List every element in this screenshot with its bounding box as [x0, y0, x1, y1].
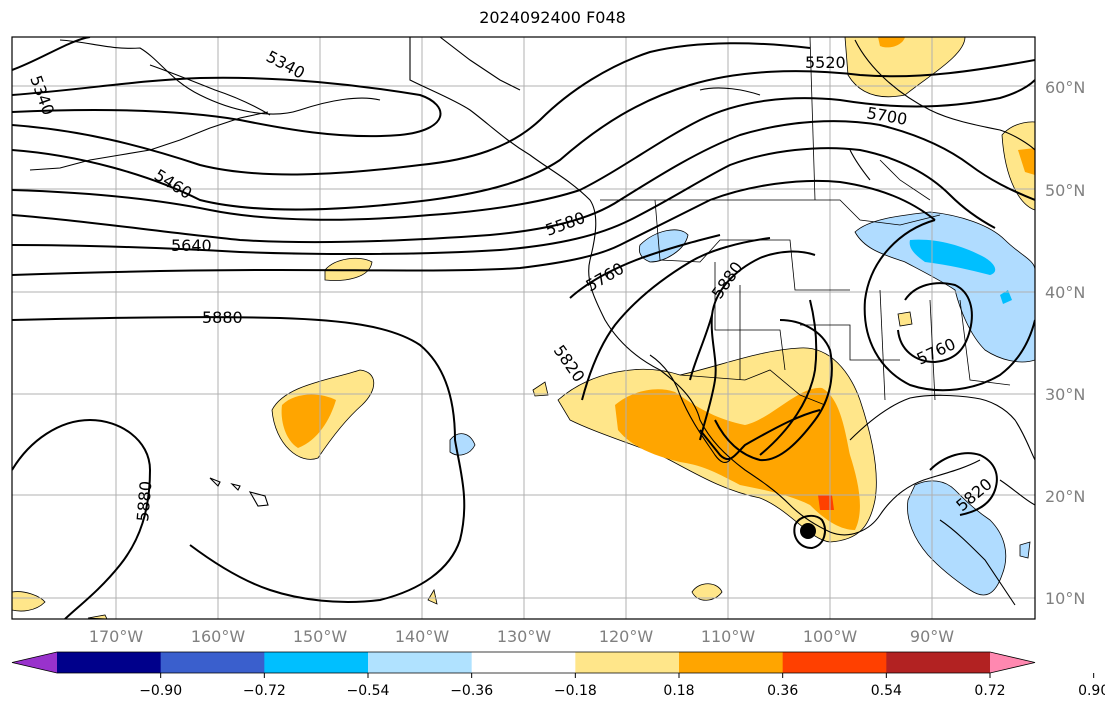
map-frame	[11, 36, 1036, 620]
lon-label: 160°W	[191, 627, 246, 646]
map-title: 2024092400 F048	[479, 8, 626, 27]
lon-label: 100°W	[803, 627, 858, 646]
colorbar-segment	[886, 652, 991, 673]
colorbar-tick-label: −0.36	[450, 683, 493, 699]
colorbar-tick-label: −0.54	[347, 683, 390, 699]
lon-label: 130°W	[497, 627, 552, 646]
colorbar-extend-low	[12, 652, 57, 673]
contour-label: 5880	[133, 480, 155, 522]
colorbar-tick-label: 0.72	[974, 683, 1005, 699]
colorbar-segment	[471, 652, 576, 673]
lat-label: 10°N	[1045, 589, 1085, 608]
height-contours	[12, 37, 1035, 619]
longitude-labels: 170°W 160°W 150°W 140°W 130°W 120°W 110°…	[89, 627, 954, 646]
anomaly-shading	[12, 37, 1035, 619]
lat-label: 30°N	[1045, 385, 1085, 404]
contour-label: 5880	[202, 308, 243, 327]
red-anomaly-spot	[818, 495, 834, 510]
lat-label: 40°N	[1045, 283, 1085, 302]
storm-center-marker	[800, 523, 816, 539]
colorbar-tick-label: 0.90	[1078, 683, 1105, 699]
contour-label: 5640	[171, 236, 212, 255]
lat-label: 60°N	[1045, 78, 1085, 97]
lon-label: 150°W	[293, 627, 348, 646]
colorbar-segment	[160, 652, 265, 673]
negative-anomaly-region	[854, 211, 1035, 363]
lat-label: 20°N	[1045, 487, 1085, 506]
lon-label: 140°W	[395, 627, 450, 646]
colorbar-tick-label: 0.36	[767, 683, 798, 699]
colorbar-extend-high	[990, 652, 1035, 673]
colorbar-segment	[782, 652, 887, 673]
colorbar-tick-label: 0.18	[663, 683, 694, 699]
colorbar-tick-label: −0.72	[243, 683, 286, 699]
lon-label: 90°W	[910, 627, 954, 646]
colorbar-segment	[575, 652, 680, 673]
political-borders	[600, 37, 1011, 406]
lon-label: 120°W	[599, 627, 654, 646]
colorbar: −0.90 −0.72 −0.54 −0.36 −0.18 0.18 0.36 0.54 0.7…	[11, 651, 1105, 699]
colorbar-segment	[57, 652, 162, 673]
colorbar-tick-label: −0.90	[139, 683, 182, 699]
latitude-labels: 60°N 50°N 40°N 30°N 20°N 10°N	[1045, 78, 1085, 608]
lat-label: 50°N	[1045, 181, 1085, 200]
strong-positive-anomaly-region	[615, 387, 860, 530]
colorbar-segment	[368, 652, 473, 673]
colorbar-outline	[11, 651, 1036, 674]
colorbar-tick-label: 0.54	[871, 683, 902, 699]
colorbar-segment	[264, 652, 369, 673]
colorbar-segment	[679, 652, 784, 673]
lon-label: 170°W	[89, 627, 144, 646]
colorbar-tick-label: −0.18	[554, 683, 597, 699]
coastlines	[29, 37, 1035, 606]
contour-label: 5520	[805, 53, 846, 72]
lon-label: 110°W	[701, 627, 756, 646]
